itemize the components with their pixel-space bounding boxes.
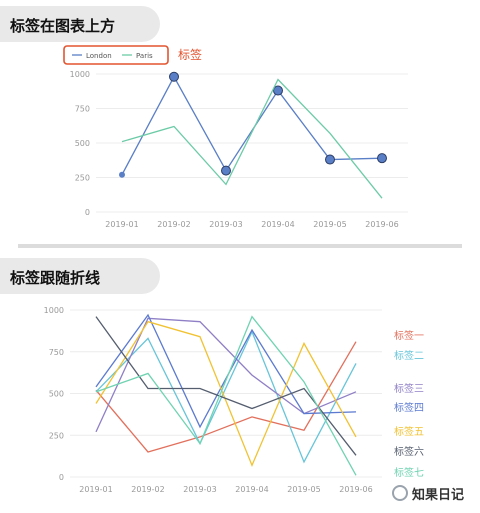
series-line — [95, 341, 357, 453]
gear-logo-icon — [392, 485, 408, 501]
annotation-label: 标签 — [178, 47, 202, 62]
series-end-label: 标签三 — [394, 382, 424, 395]
section-title: 标签跟随折线 — [10, 269, 101, 287]
y-tick-label: 250 — [75, 174, 90, 183]
data-point — [221, 165, 231, 176]
legend-label: Paris — [136, 52, 153, 60]
x-tick-label: 2019-03 — [183, 485, 216, 494]
series-end-label: 标签一 — [394, 329, 424, 342]
section-title-pill: 标签在图表上方 — [0, 6, 160, 42]
x-tick-label: 2019-06 — [365, 220, 398, 229]
x-tick-label: 2019-04 — [235, 485, 268, 494]
series-line — [95, 316, 357, 456]
x-tick-label: 2019-05 — [313, 220, 346, 229]
watermark: 知果日记 — [392, 482, 476, 504]
data-point — [119, 171, 125, 178]
x-tick-label: 2019-03 — [209, 220, 242, 229]
y-tick-label: 1000 — [70, 70, 90, 79]
y-tick-label: 500 — [75, 139, 90, 148]
y-tick-label: 0 — [85, 208, 90, 217]
line-chart-top: 0 250 500 750 1000 2019-01 2019-02 2019-03 2019-… — [63, 45, 408, 229]
data-point — [169, 71, 179, 82]
data-point — [273, 85, 283, 96]
y-tick-label: 750 — [75, 105, 90, 114]
series-line — [95, 317, 357, 433]
x-tick-label: 2019-01 — [105, 220, 138, 229]
series-end-label: 标签七 — [394, 466, 424, 479]
series-end-label: 标签六 — [394, 445, 424, 458]
series-end-label: 标签五 — [394, 425, 424, 438]
series-end-label: 标签四 — [394, 401, 424, 414]
x-tick-label: 2019-01 — [79, 485, 112, 494]
section-divider — [18, 244, 462, 248]
x-tick-label: 2019-02 — [131, 485, 164, 494]
x-tick-label: 2019-05 — [287, 485, 320, 494]
y-tick-label: 750 — [49, 348, 64, 357]
y-tick-label: 1000 — [44, 306, 64, 315]
series-line — [95, 320, 357, 468]
legend-label: London — [86, 52, 112, 60]
series-line — [121, 78, 383, 199]
y-tick-label: 250 — [49, 431, 64, 440]
series-end-label: 标签二 — [394, 349, 424, 362]
section-title-pill: 标签跟随折线 — [0, 258, 160, 294]
data-point — [377, 153, 387, 164]
series-line — [95, 330, 357, 464]
x-tick-label: 2019-06 — [339, 485, 372, 494]
legend-box — [63, 45, 169, 65]
data-point — [325, 154, 335, 165]
series-line — [95, 313, 357, 429]
y-tick-label: 500 — [49, 390, 64, 399]
y-tick-label: 0 — [59, 473, 64, 482]
section-title: 标签在图表上方 — [10, 17, 116, 35]
x-tick-label: 2019-02 — [157, 220, 190, 229]
series-line — [121, 75, 383, 176]
series-line — [95, 315, 357, 476]
x-tick-label: 2019-04 — [261, 220, 294, 229]
watermark-text: 知果日记 — [412, 488, 465, 503]
